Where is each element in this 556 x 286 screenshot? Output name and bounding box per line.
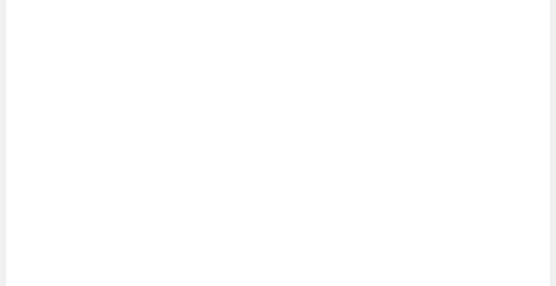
Text: Febrero: Febrero bbox=[38, 152, 81, 162]
Text: -0,7: -0,7 bbox=[319, 216, 341, 226]
Text: Interurbano: Interurbano bbox=[356, 41, 425, 54]
Text: -2,7: -2,7 bbox=[494, 216, 517, 226]
Text: 5,4: 5,4 bbox=[498, 72, 517, 82]
Text: 2013 Septiembre: 2013 Septiembre bbox=[38, 72, 137, 82]
Text: -3,8: -3,8 bbox=[494, 200, 517, 210]
Text: -7,0: -7,0 bbox=[319, 184, 341, 194]
Text: 0,4: 0,4 bbox=[323, 152, 341, 162]
Text: -3,7: -3,7 bbox=[494, 136, 517, 146]
Text: Junio: Junio bbox=[38, 216, 66, 226]
Text: Noviembre: Noviembre bbox=[38, 104, 101, 114]
Text: 1,5: 1,5 bbox=[414, 88, 432, 98]
Text: -2,8: -2,8 bbox=[410, 72, 432, 82]
Text: 1,9: 1,9 bbox=[414, 168, 432, 178]
Text: 2,0: 2,0 bbox=[498, 168, 517, 178]
Text: -2,6: -2,6 bbox=[410, 232, 432, 242]
Text: -0,1: -0,1 bbox=[410, 184, 432, 194]
Text: Marzo: Marzo bbox=[38, 168, 73, 178]
Text: 3,5: 3,5 bbox=[498, 88, 517, 98]
Text: 8,4: 8,4 bbox=[323, 168, 341, 178]
Text: Agosto: Agosto bbox=[38, 248, 77, 258]
Text: -0,2: -0,2 bbox=[319, 248, 341, 258]
Text: Diciembre: Diciembre bbox=[38, 120, 96, 130]
Text: 1,4: 1,4 bbox=[323, 104, 341, 114]
Text: -3,7: -3,7 bbox=[410, 200, 432, 210]
Text: 3,1: 3,1 bbox=[322, 264, 341, 274]
Text: 1,3: 1,3 bbox=[498, 232, 517, 242]
Text: Abril: Abril bbox=[38, 184, 64, 194]
Text: Septiembre: Septiembre bbox=[38, 264, 104, 274]
Text: Julio: Julio bbox=[38, 232, 62, 242]
Text: -0,8: -0,8 bbox=[319, 200, 341, 210]
Text: 0,7: 0,7 bbox=[498, 248, 517, 258]
Text: Urbano: Urbano bbox=[272, 41, 315, 54]
Text: -8,3: -8,3 bbox=[494, 184, 517, 194]
Text: 1,1: 1,1 bbox=[322, 232, 341, 242]
Text: 0,3: 0,3 bbox=[322, 72, 341, 82]
Text: -0,3: -0,3 bbox=[410, 120, 432, 130]
Text: Octubre: Octubre bbox=[38, 88, 84, 98]
Text: Mayo: Mayo bbox=[38, 200, 69, 210]
Text: -3,2: -3,2 bbox=[494, 152, 517, 162]
Text: -0,8: -0,8 bbox=[494, 104, 517, 114]
Text: -0,8: -0,8 bbox=[410, 152, 432, 162]
Text: -3,8: -3,8 bbox=[410, 216, 432, 226]
Text: -1,2: -1,2 bbox=[319, 136, 341, 146]
Text: -0,9: -0,9 bbox=[410, 104, 432, 114]
Text: Especial y
discrecional: Especial y discrecional bbox=[443, 41, 513, 69]
Text: 0,3: 0,3 bbox=[498, 120, 517, 130]
Text: 1,5: 1,5 bbox=[322, 88, 341, 98]
Text: Evolución anual del transporte de viajeros por tipo de transporte: Evolución anual del transporte de viajer… bbox=[33, 10, 523, 23]
Text: -1,5: -1,5 bbox=[494, 264, 517, 274]
Text: -0,6: -0,6 bbox=[410, 248, 432, 258]
Text: 4,1: 4,1 bbox=[414, 264, 432, 274]
Text: 2014 Enero: 2014 Enero bbox=[38, 136, 103, 146]
Text: 2,1: 2,1 bbox=[323, 120, 341, 130]
Text: -0,9: -0,9 bbox=[410, 136, 432, 146]
